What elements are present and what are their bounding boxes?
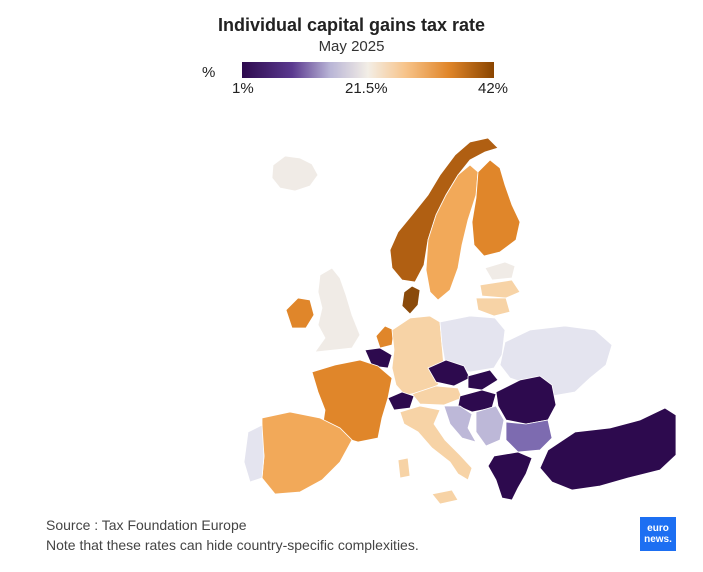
legend-min-label: 1% <box>232 80 254 97</box>
country-croatia[interactable] <box>443 405 477 443</box>
note-text: Note that these rates can hide country-s… <box>46 537 419 553</box>
country-iceland[interactable] <box>271 155 319 192</box>
country-poland[interactable] <box>439 315 506 373</box>
logo-line2: news. <box>644 534 672 545</box>
country-ireland[interactable] <box>285 297 315 329</box>
legend-mid-label: 21.5% <box>345 80 388 97</box>
country-france[interactable] <box>311 359 393 443</box>
country-latvia[interactable] <box>479 279 521 299</box>
map-subtitle: May 2025 <box>318 38 385 55</box>
country-finland[interactable] <box>471 159 521 257</box>
country-bulgaria[interactable] <box>505 419 553 453</box>
country-norway[interactable] <box>389 137 499 283</box>
legend-color-scale <box>242 62 494 78</box>
country-united-kingdom[interactable] <box>314 267 361 353</box>
map-title: Individual capital gains tax rate <box>217 15 486 35</box>
country-portugal[interactable] <box>243 424 265 483</box>
country-sardinia[interactable] <box>397 457 411 479</box>
source-text: Source : Tax Foundation Europe <box>46 517 247 533</box>
country-greece[interactable] <box>487 451 533 501</box>
country-serbia[interactable] <box>475 405 505 447</box>
country-slovakia[interactable] <box>467 369 499 391</box>
legend-unit: % <box>202 64 216 81</box>
country-turkey[interactable] <box>539 407 677 491</box>
country-romania[interactable] <box>495 375 557 425</box>
euronews-logo[interactable]: euro news. <box>640 517 676 551</box>
country-germany[interactable] <box>391 315 445 396</box>
europe-map <box>243 137 677 505</box>
country-lithuania[interactable] <box>475 297 511 317</box>
country-denmark[interactable] <box>401 285 421 315</box>
country-switzerland[interactable] <box>387 391 415 411</box>
logo-line1: euro <box>647 523 669 534</box>
country-netherlands[interactable] <box>375 325 395 349</box>
country-estonia[interactable] <box>484 261 516 281</box>
country-sicily[interactable] <box>431 489 459 505</box>
country-italy[interactable] <box>399 405 473 481</box>
country-sweden[interactable] <box>425 164 479 301</box>
legend-max-label: 42% <box>478 80 509 97</box>
